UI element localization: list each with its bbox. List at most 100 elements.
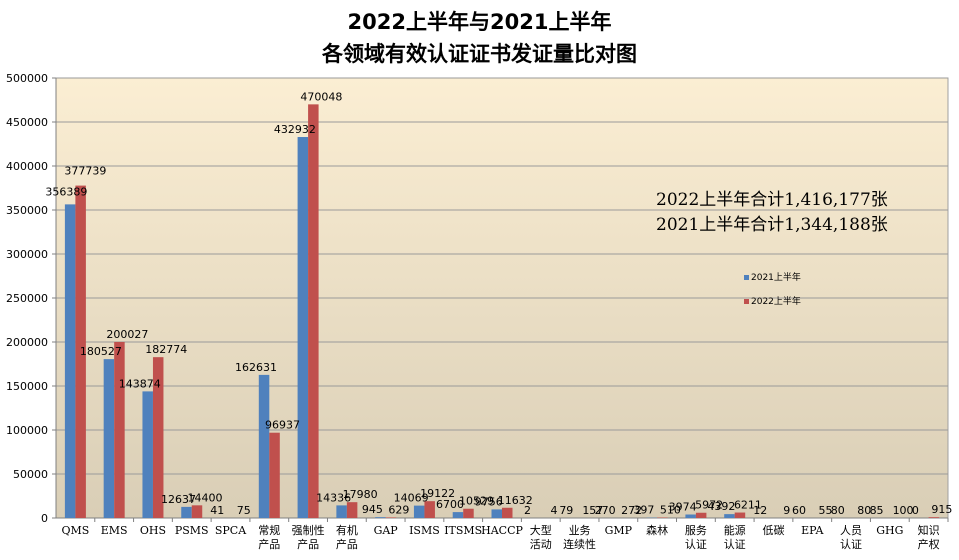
- total-2021: 2021上半年合计1,344,188张: [656, 215, 888, 235]
- y-tick-label: 50000: [13, 468, 48, 481]
- x-tick-label: 森林: [646, 523, 668, 537]
- data-label-2021: 14069: [394, 492, 429, 505]
- bar-2022: [308, 104, 319, 518]
- bar-2022: [75, 185, 86, 519]
- bar-2022: [346, 502, 358, 518]
- data-label-2021: 14336: [316, 491, 351, 504]
- data-label-2022: 9: [783, 504, 790, 517]
- y-tick-label: 400000: [6, 160, 48, 173]
- data-label-2021: 3974: [669, 501, 697, 514]
- bar-2022: [695, 512, 707, 518]
- data-label-2022: 470048: [300, 90, 342, 103]
- x-tick-label: SPCA: [215, 524, 247, 537]
- total-2022: 2022上半年合计1,416,177张: [656, 190, 888, 210]
- y-tick-label: 350000: [6, 204, 48, 217]
- bar-2021: [142, 391, 153, 518]
- bar-2021: [258, 374, 270, 518]
- bar-2021: [413, 505, 425, 518]
- y-tick-label: 200000: [6, 336, 48, 349]
- data-label-2021: 432932: [274, 123, 316, 136]
- chart-title-line2: 各领域有效认证证书发证量比对图: [322, 42, 637, 66]
- x-tick-label: 产品: [297, 537, 319, 551]
- y-tick-label: 250000: [6, 292, 48, 305]
- bar-2022: [463, 508, 474, 518]
- x-tick-label: 低碳: [762, 523, 784, 537]
- x-tick-label: 强制性: [292, 523, 325, 537]
- data-label-2021: 41: [210, 504, 224, 517]
- data-label-2022: 75: [237, 504, 251, 517]
- legend: 2021上半年 2022上半年: [744, 271, 801, 307]
- x-tick-label: 产品: [336, 537, 358, 551]
- data-label-2021: 4392: [707, 500, 735, 513]
- y-tick-label: 0: [41, 512, 48, 525]
- bar-2021: [375, 517, 386, 518]
- x-tick-label: EMS: [101, 524, 128, 537]
- bar-2022: [269, 432, 280, 518]
- y-tick-label: 100000: [6, 424, 48, 437]
- x-tick-label: 认证: [724, 538, 746, 551]
- data-label-2022: 14400: [187, 491, 222, 504]
- data-label-2022: 55: [819, 504, 833, 517]
- x-tick-label: ISMS: [409, 524, 440, 537]
- data-label-2021: 2: [524, 504, 531, 517]
- data-label-2021: 143874: [119, 377, 161, 390]
- data-label-2021: 0: [912, 504, 919, 517]
- x-tick-label: OHS: [140, 524, 166, 537]
- data-label-2022: 182774: [145, 343, 187, 356]
- data-label-2022: 6211: [734, 499, 762, 512]
- data-label-2021: 270: [595, 504, 616, 517]
- data-label-2022: 80: [857, 504, 871, 517]
- data-label-2022: 4: [551, 504, 558, 517]
- x-tick-label: GHG: [876, 524, 903, 537]
- data-label-2021: 60: [792, 504, 806, 517]
- data-label-2022: 100: [893, 504, 914, 517]
- data-label-2022: 17980: [343, 488, 378, 501]
- bar-2022: [114, 341, 125, 518]
- data-label-2021: 12: [753, 504, 767, 517]
- data-label-2022: 157: [582, 504, 603, 517]
- bar-2021: [452, 512, 464, 518]
- legend-label: 2022上半年: [751, 295, 801, 307]
- bar-2022: [152, 357, 164, 518]
- data-label-2022: 629: [388, 503, 409, 516]
- bar-2021: [103, 359, 115, 518]
- legend-swatch: [744, 299, 749, 304]
- bar-2021: [181, 506, 192, 518]
- data-label-2021: 356389: [45, 185, 87, 198]
- x-tick-label: 知识: [918, 523, 940, 537]
- x-tick-label: QMS: [61, 524, 89, 537]
- data-label-2022: 5972: [695, 499, 723, 512]
- x-tick-label: 产品: [258, 537, 280, 551]
- legend-swatch: [744, 275, 749, 280]
- data-label-2022: 200027: [106, 328, 148, 341]
- bar-2022: [191, 505, 203, 518]
- legend-label: 2021上半年: [751, 271, 801, 283]
- data-label-2022: 377739: [64, 165, 106, 178]
- bars: [64, 104, 940, 519]
- data-labels: 356389 377739 180527 200027 143874 182774 1263…: [45, 90, 952, 517]
- data-label-2021: 9756: [475, 495, 503, 508]
- data-label-2021: 945: [362, 503, 383, 516]
- y-tick-label: 150000: [6, 380, 48, 393]
- grid-lines: [56, 77, 948, 475]
- bar-2022: [385, 517, 397, 518]
- y-axis: 0 50000 100000 150000 200000 250000 300000 3500…: [6, 72, 948, 525]
- x-tick-label: 活动: [530, 538, 552, 551]
- bar-2022: [928, 517, 940, 518]
- y-tick-label: 300000: [6, 248, 48, 261]
- x-tick-label: 能源: [724, 523, 746, 537]
- bar-2021: [64, 204, 76, 518]
- x-tick-label: 认证: [840, 538, 862, 551]
- data-label-2022: 11632: [498, 494, 533, 507]
- data-label-2021: 80: [831, 504, 845, 517]
- x-tick-label: 常规: [258, 523, 280, 537]
- bar-2022: [734, 512, 746, 518]
- x-tick-label: ITSMS: [444, 524, 482, 537]
- x-tick-label: GAP: [374, 524, 399, 537]
- data-label-2021: 397: [633, 504, 654, 517]
- x-tick-label: 人员: [840, 524, 862, 537]
- bar-2022: [424, 501, 435, 518]
- x-tick-label: EPA: [801, 524, 824, 537]
- data-label-2022: 272: [621, 504, 642, 517]
